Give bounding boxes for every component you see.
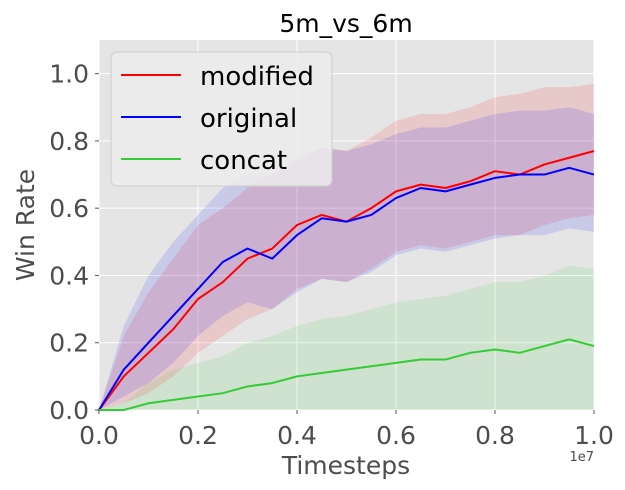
series-line-original	[98, 166, 595, 411]
legend-label-original: original	[200, 104, 297, 134]
x-tick-label: 1.0	[574, 421, 614, 450]
x-axis-ticks: 0.0 0.2 0.4 0.6 0.8 1.0	[79, 410, 614, 450]
chart-title: 5m_vs_6m	[279, 9, 412, 38]
legend-box	[110, 51, 333, 187]
y-axis-label: Win Rate	[11, 169, 40, 281]
x-tick-label: 0.0	[79, 421, 119, 450]
band-modified	[99, 83, 594, 411]
legend: modified original concat	[110, 51, 333, 187]
y-tick-label: 0.6	[49, 194, 89, 223]
y-tick-label: 0.0	[49, 396, 89, 425]
confidence-bands	[99, 83, 594, 411]
band-concat	[99, 265, 594, 410]
x-tick-label: 0.6	[376, 421, 416, 450]
series-line-concat	[99, 338, 595, 411]
band-original	[99, 107, 594, 410]
x-offset-label: 1e7	[569, 450, 594, 465]
y-tick-label: 1.0	[49, 60, 89, 89]
series-lines	[98, 150, 595, 411]
y-axis-ticks: 0.0 0.2 0.4 0.6 0.8 1.0	[49, 60, 99, 425]
legend-label-concat: concat	[200, 146, 287, 176]
legend-label-modified: modified	[200, 62, 314, 92]
x-axis-label: Timesteps	[281, 451, 410, 480]
x-tick-label: 0.2	[178, 421, 218, 450]
x-tick-label: 0.4	[277, 421, 317, 450]
x-tick-label: 0.8	[475, 421, 515, 450]
y-tick-label: 0.2	[49, 329, 89, 358]
y-tick-label: 0.4	[49, 261, 89, 290]
y-tick-label: 0.8	[49, 127, 89, 156]
